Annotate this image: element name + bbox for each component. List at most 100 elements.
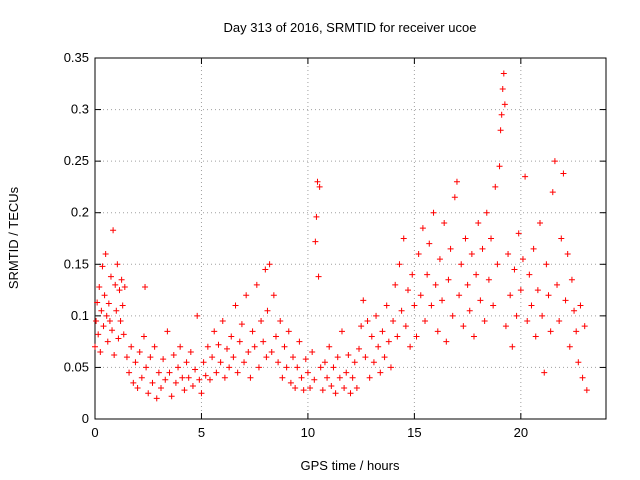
data-point bbox=[147, 354, 154, 361]
data-point bbox=[462, 235, 469, 242]
data-point bbox=[464, 281, 471, 288]
data-point bbox=[332, 390, 339, 397]
data-point bbox=[290, 354, 297, 361]
data-point bbox=[496, 163, 503, 170]
data-point bbox=[309, 348, 316, 355]
data-point bbox=[532, 333, 539, 340]
data-point bbox=[477, 297, 484, 304]
data-point bbox=[366, 374, 373, 381]
data-point bbox=[468, 250, 475, 257]
data-point bbox=[314, 178, 321, 185]
data-point bbox=[404, 287, 411, 294]
data-point bbox=[99, 263, 106, 270]
data-point bbox=[179, 374, 186, 381]
data-point bbox=[549, 189, 556, 196]
data-point bbox=[409, 271, 416, 278]
data-point bbox=[375, 343, 382, 350]
data-point bbox=[142, 283, 149, 290]
data-point bbox=[258, 318, 265, 325]
data-point bbox=[106, 318, 113, 325]
data-point bbox=[96, 283, 103, 290]
data-point bbox=[194, 312, 201, 319]
data-point bbox=[277, 318, 284, 325]
data-point bbox=[189, 382, 196, 389]
data-point bbox=[114, 261, 121, 268]
data-point bbox=[136, 348, 143, 355]
data-point bbox=[313, 213, 320, 220]
data-point bbox=[94, 299, 101, 306]
data-point bbox=[234, 369, 241, 376]
data-point bbox=[319, 387, 326, 394]
data-point bbox=[413, 333, 420, 340]
data-point bbox=[424, 271, 431, 278]
data-point bbox=[511, 266, 518, 273]
data-point bbox=[539, 312, 546, 319]
data-point bbox=[422, 318, 429, 325]
data-point bbox=[263, 354, 270, 361]
data-point bbox=[499, 85, 506, 92]
data-point bbox=[545, 292, 552, 299]
data-point bbox=[381, 354, 388, 361]
data-point bbox=[445, 276, 452, 283]
x-axis-title: GPS time / hours bbox=[301, 458, 400, 473]
data-point bbox=[453, 178, 460, 185]
data-point bbox=[109, 327, 116, 334]
data-point bbox=[196, 376, 203, 383]
data-point bbox=[349, 374, 356, 381]
data-point bbox=[479, 245, 486, 252]
data-point bbox=[192, 366, 199, 373]
y-tick-label: 0.15 bbox=[64, 256, 89, 271]
data-point bbox=[100, 323, 107, 330]
x-axis-ticks: 0 5 10 15 20 bbox=[91, 58, 528, 440]
data-point bbox=[524, 318, 531, 325]
data-point bbox=[394, 333, 401, 340]
data-point bbox=[151, 343, 158, 350]
data-point bbox=[145, 390, 152, 397]
chart-title: Day 313 of 2016, SRMTID for receiver uco… bbox=[224, 20, 477, 35]
x-tick-label: 20 bbox=[514, 425, 528, 440]
data-point bbox=[436, 256, 443, 263]
data-point bbox=[224, 345, 231, 352]
data-point bbox=[211, 328, 218, 335]
data-point bbox=[101, 292, 108, 299]
data-point bbox=[398, 307, 405, 314]
data-point bbox=[321, 359, 328, 366]
data-point bbox=[460, 323, 467, 330]
data-point bbox=[104, 338, 111, 345]
data-point bbox=[385, 338, 392, 345]
y-tick-label: 0 bbox=[82, 411, 89, 426]
data-point bbox=[541, 369, 548, 376]
data-point bbox=[573, 328, 580, 335]
data-point bbox=[396, 261, 403, 268]
data-point bbox=[236, 338, 243, 345]
data-point bbox=[411, 302, 418, 309]
data-point bbox=[97, 348, 104, 355]
data-point bbox=[560, 170, 567, 177]
data-point bbox=[566, 343, 573, 350]
data-point bbox=[362, 354, 369, 361]
srmtid-points bbox=[92, 70, 590, 402]
data-point bbox=[443, 338, 450, 345]
data-point bbox=[402, 323, 409, 330]
data-point bbox=[447, 245, 454, 252]
data-point bbox=[95, 331, 102, 338]
data-point bbox=[330, 364, 337, 371]
data-point bbox=[103, 312, 110, 319]
data-point bbox=[530, 245, 537, 252]
data-point bbox=[547, 328, 554, 335]
x-tick-label: 10 bbox=[301, 425, 315, 440]
y-tick-label: 0.25 bbox=[64, 153, 89, 168]
data-point bbox=[456, 292, 463, 299]
data-point bbox=[326, 343, 333, 350]
data-point bbox=[575, 359, 582, 366]
data-point bbox=[507, 292, 514, 299]
data-point bbox=[138, 374, 145, 381]
data-point bbox=[556, 318, 563, 325]
data-point bbox=[296, 338, 303, 345]
data-point bbox=[522, 173, 529, 180]
data-point bbox=[317, 364, 324, 371]
data-point bbox=[166, 369, 173, 376]
data-point bbox=[441, 220, 448, 227]
data-point bbox=[387, 364, 394, 371]
data-point bbox=[247, 374, 254, 381]
